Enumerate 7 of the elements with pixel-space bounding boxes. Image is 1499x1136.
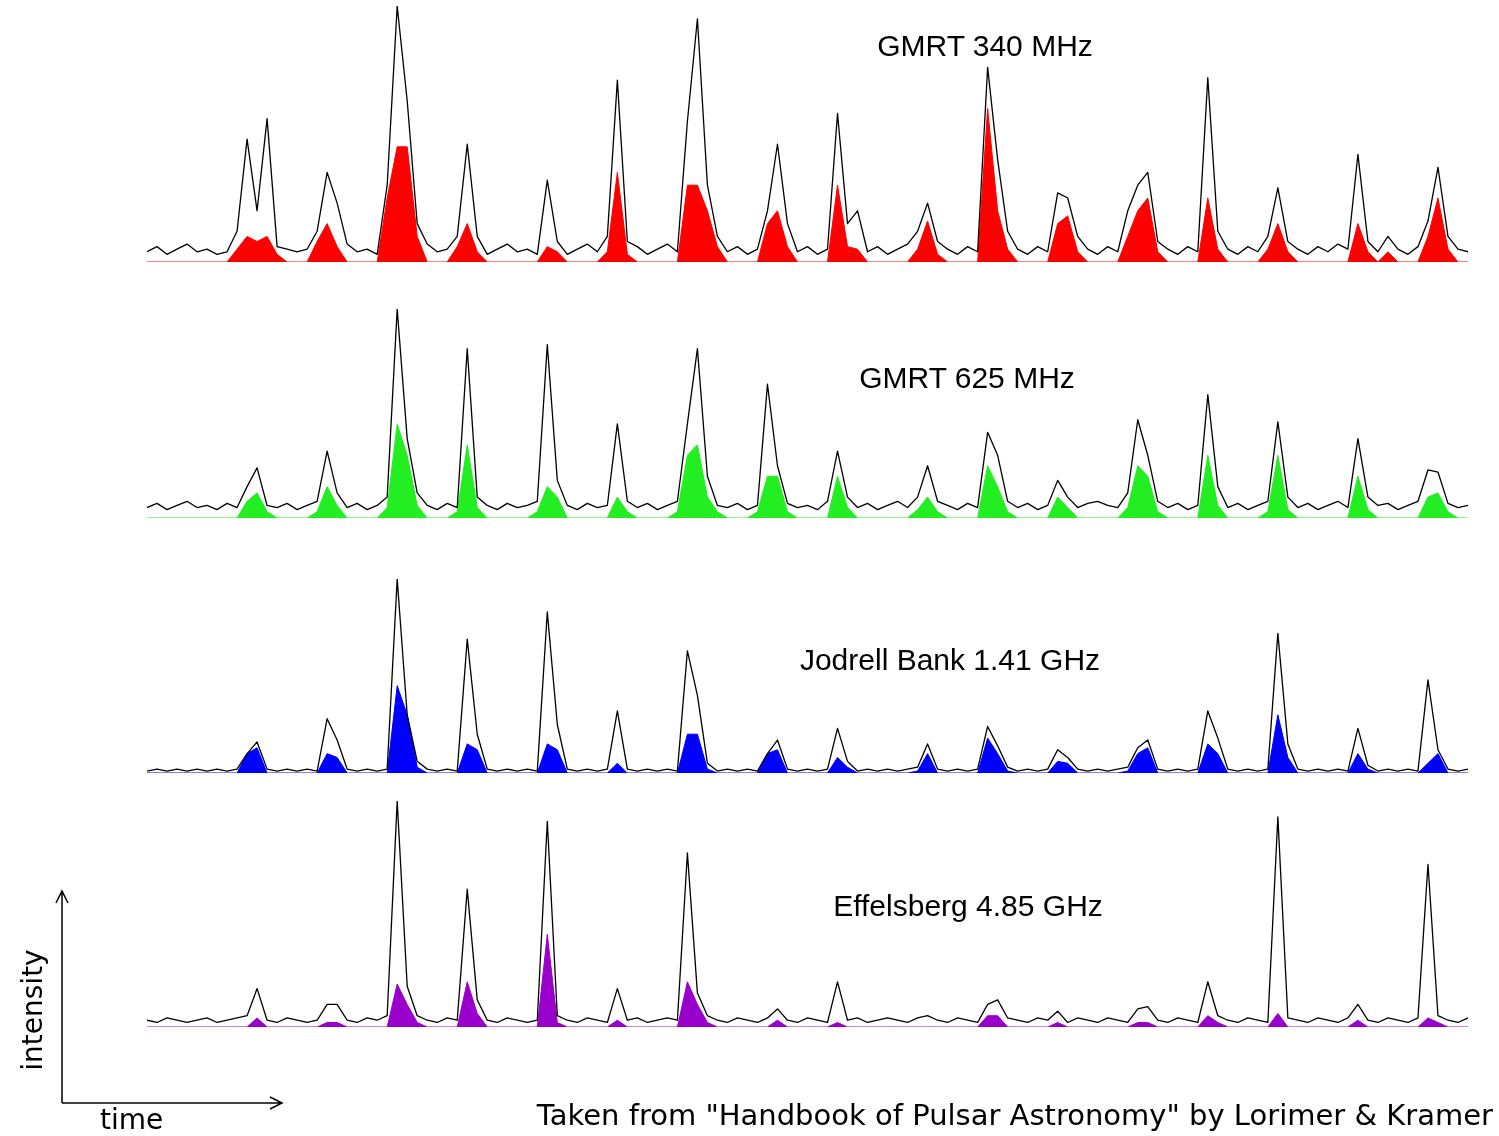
text: Jodrell Bank 1.41 GHz (799, 643, 1101, 677)
text: GMRT 625 MHz (859, 361, 1075, 395)
text: Effelsberg 4.85 GHz (833, 889, 1103, 923)
y-axis-title: intensity (16, 949, 49, 1071)
text: Taken from "Handbook of Pulsar Astronomy" by Lorimer & Kramer (536, 1098, 1493, 1132)
x-axis-title: time (100, 1103, 164, 1136)
text: GMRT 340 MHz (877, 29, 1093, 63)
